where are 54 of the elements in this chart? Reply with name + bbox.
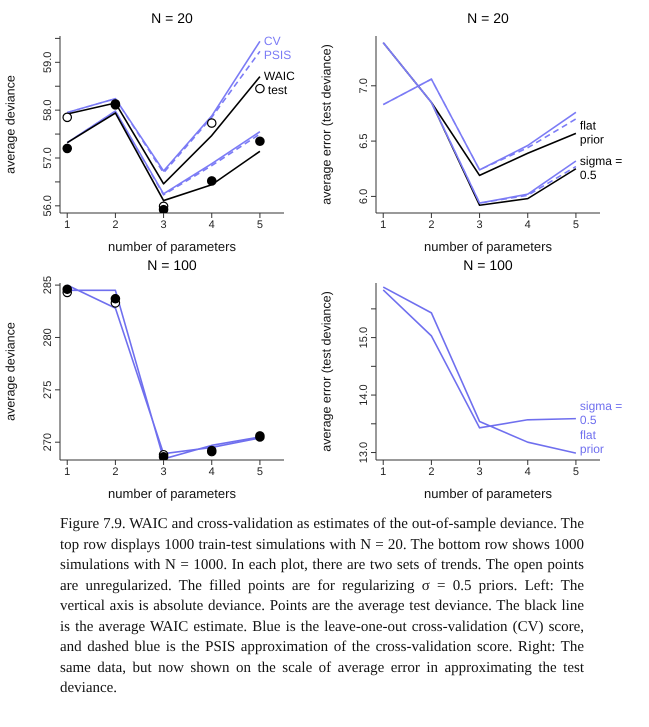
y-axis-title: average deviance bbox=[3, 75, 18, 174]
x-tick-label: 1 bbox=[380, 218, 386, 231]
x-tick-label: 1 bbox=[64, 466, 70, 478]
x-tick-label: 5 bbox=[572, 218, 579, 231]
chart-title: N = 100 bbox=[146, 256, 198, 275]
series-label: flat prior bbox=[580, 118, 604, 146]
x-tick-label: 2 bbox=[428, 466, 434, 478]
text: Figure 7.9. WAIC and cross-validation as estimates of the out-of-sample deviance. The top row displays 1000 train-test simulations with N = 20. The bottom row shows 1000 simulations with N = 1000. In each plot, there are two sets of trends. The open points are unregularized. The filled points are for regularizing σ = 0.5 priors. Left: The vertical axis is absolute deviance. Points are the average test deviance. The black line is the average WAIC estimate. Blue is the leave-one-out cross-validation (CV) score, and dashed blue is the PSIS approximation of the cross-validation score. Right: The same data, but now shown on the scale of average error in approximating the test deviance. bbox=[60, 516, 584, 696]
y-tick-label: 270 bbox=[42, 433, 54, 452]
y-tick-label: 56.0 bbox=[42, 195, 54, 217]
x-tick-label: 3 bbox=[160, 218, 167, 231]
x-tick-label: 3 bbox=[476, 466, 483, 478]
y-tick-label: 285 bbox=[42, 276, 54, 294]
y-tick-label: 6.0 bbox=[358, 188, 370, 204]
x-tick-label: 2 bbox=[112, 218, 118, 231]
chart-title: N = 100 bbox=[462, 256, 514, 275]
y-tick-label: 7.0 bbox=[358, 78, 370, 94]
y-tick-label: 6.5 bbox=[358, 133, 370, 149]
x-tick-label: 5 bbox=[256, 218, 263, 231]
y-tick-label: 57.0 bbox=[42, 147, 54, 169]
x-tick-label: 2 bbox=[112, 466, 118, 478]
y-tick-label: 14.0 bbox=[358, 384, 370, 406]
x-tick-label: 1 bbox=[64, 218, 70, 231]
x-tick-label: 3 bbox=[476, 218, 483, 231]
y-tick-label: 58.0 bbox=[42, 99, 54, 121]
x-tick-label: 4 bbox=[524, 218, 531, 231]
y-tick-label: 275 bbox=[42, 380, 54, 400]
y-axis-title: average error (test deviance) bbox=[319, 44, 334, 205]
x-axis-title: number of parameters bbox=[108, 486, 236, 501]
series-label: PSIS bbox=[264, 48, 292, 62]
series-label: WAIC bbox=[264, 69, 296, 84]
chart-title: N = 20 bbox=[466, 9, 510, 28]
y-tick-label: 59.0 bbox=[42, 52, 54, 74]
series-label: test bbox=[268, 83, 288, 98]
y-axis-title: average error (test deviance) bbox=[319, 291, 334, 452]
series-label: CV bbox=[264, 34, 281, 48]
x-tick-label: 1 bbox=[380, 466, 386, 478]
x-tick-label: 5 bbox=[572, 466, 579, 478]
x-tick-label: 4 bbox=[208, 466, 215, 478]
x-tick-label: 4 bbox=[524, 466, 531, 478]
x-axis-title: number of parameters bbox=[424, 486, 552, 501]
x-axis-title: number of parameters bbox=[108, 239, 236, 254]
x-tick-label: 5 bbox=[256, 466, 263, 478]
x-tick-label: 2 bbox=[428, 218, 434, 231]
y-axis-title: average deviance bbox=[3, 322, 18, 421]
x-axis-title: number of parameters bbox=[424, 239, 552, 254]
y-tick-label: 15.0 bbox=[358, 326, 370, 348]
series-label: sigma = 0.5 bbox=[580, 154, 622, 182]
x-tick-label: 4 bbox=[208, 218, 215, 231]
x-tick-label: 3 bbox=[160, 466, 167, 478]
chart-title: N = 20 bbox=[150, 9, 194, 28]
y-tick-label: 13.0 bbox=[358, 442, 370, 464]
series-label: flat prior bbox=[580, 428, 604, 456]
y-tick-label: 280 bbox=[42, 328, 54, 347]
